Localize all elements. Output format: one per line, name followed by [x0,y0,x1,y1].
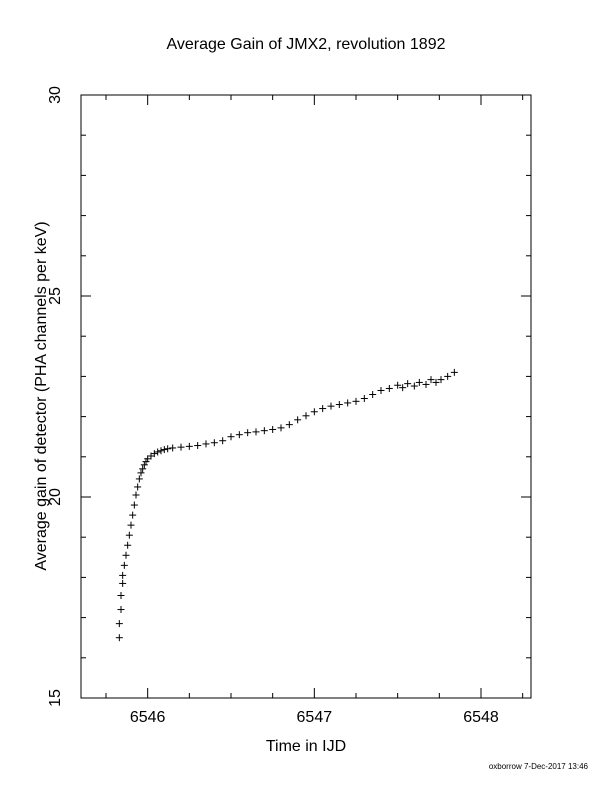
data-point [115,634,123,642]
data-point [302,412,310,420]
y-axis-label: Average gain of detector (PHA channels p… [33,221,50,571]
data-point [404,380,412,388]
data-point [422,380,430,388]
y-tick-label: 15 [47,689,64,707]
data-point [415,378,423,386]
data-point [119,571,127,579]
data-point [210,439,218,447]
data-point [194,442,202,450]
data-point [335,401,343,409]
data-point [294,416,302,424]
chart-title: Average Gain of JMX2, revolution 1892 [166,36,446,53]
data-point [124,541,132,549]
data-point [134,483,142,491]
data-point [185,442,193,450]
x-tick-label: 6548 [463,709,499,726]
data-point [115,620,123,628]
data-point [127,521,135,529]
data-point [154,448,162,456]
data-point [369,390,377,398]
data-point [444,372,452,380]
data-point [260,427,268,435]
data-point [319,405,327,413]
x-tick-label: 6547 [297,709,333,726]
data-point [120,561,128,569]
data-point [450,368,458,376]
data-point [219,437,227,445]
data-point [122,551,130,559]
data-point [410,382,418,390]
data-point [252,428,260,436]
data-point [137,469,145,477]
data-point [235,431,243,439]
axis-ticks [81,94,531,699]
data-point [119,579,127,587]
plot-frame [80,94,532,699]
data-point [169,444,177,452]
y-tick-label: 30 [47,86,64,104]
data-point [157,447,165,455]
axis-tick-labels: 6546 6547 6548 15 20 25 30 [47,86,499,726]
data-point [202,440,210,448]
data-point [437,376,445,384]
x-axis-label: Time in IJD [265,738,347,755]
data-point [327,402,335,410]
data-point [140,461,148,469]
data-point [177,443,185,451]
data-point [427,376,435,384]
y-tick-label: 20 [47,488,64,506]
x-tick-label: 6546 [130,709,166,726]
data-point [344,399,352,407]
data-point [117,606,125,614]
data-point [244,429,252,437]
data-point [377,386,385,394]
data-point [139,465,147,473]
data-point [285,421,293,429]
data-point [117,591,125,599]
footer-stamp: oxborrow 7-Dec-2017 13:46 [488,762,588,771]
data-point [432,378,440,386]
data-point [360,395,368,403]
data-point [385,384,393,392]
data-point [130,501,138,509]
data-point [277,424,285,432]
data-point [352,397,360,405]
data-point [150,450,158,458]
data-point [164,445,172,453]
data-point [135,475,143,483]
data-point [310,408,318,416]
data-point [160,446,168,454]
data-point [125,531,133,539]
data-point [132,491,140,499]
data-point [269,425,277,433]
data-series [115,368,458,642]
y-tick-label: 25 [47,287,64,305]
data-point [399,384,407,392]
data-point [394,381,402,389]
data-point [227,433,235,441]
data-point [129,511,137,519]
